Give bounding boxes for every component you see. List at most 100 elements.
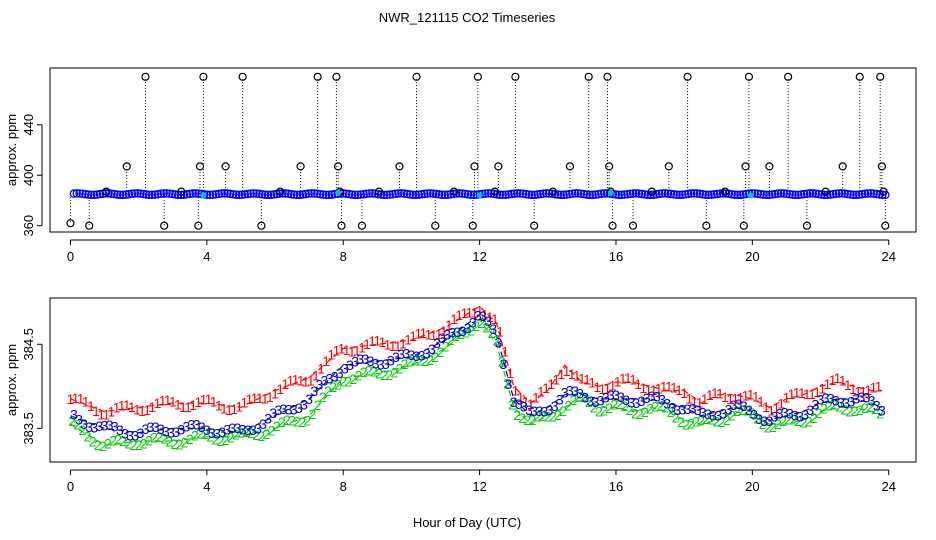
series-2-marker: 2	[431, 349, 439, 365]
baseline-point	[133, 189, 142, 198]
series-1-marker: 1	[384, 336, 392, 352]
baseline-point	[843, 189, 852, 199]
series-3-marker: 3	[121, 426, 129, 442]
baseline-point	[362, 189, 371, 198]
baseline-point	[127, 189, 137, 198]
baseline-point	[460, 189, 470, 199]
series-1-marker: 1	[685, 390, 693, 406]
baseline-point	[504, 190, 513, 199]
series-2-marker: 2	[365, 363, 373, 379]
baseline-point	[188, 189, 197, 198]
baseline-point	[692, 189, 702, 198]
baseline-point	[428, 189, 438, 198]
baseline-point	[875, 190, 884, 199]
series-2-marker: 2	[575, 388, 583, 404]
series-2-marker: 2	[304, 412, 312, 428]
series-3-marker: 3	[336, 365, 344, 381]
series-2-marker: 2	[273, 418, 281, 434]
series-1-marker: 1	[639, 380, 647, 396]
series-3-marker: 3	[812, 396, 820, 412]
series-3-marker: 3	[520, 398, 528, 414]
baseline-point	[701, 190, 710, 200]
bottom-y-tick-label: 384.5	[21, 328, 36, 361]
series-3-marker: 3	[530, 403, 538, 419]
series-3-marker: 3	[413, 348, 421, 364]
series-1-marker: 1	[281, 376, 289, 392]
baseline-point	[678, 190, 687, 200]
series-2-marker: 2	[856, 402, 864, 418]
series-1-marker: 1	[726, 391, 734, 407]
series-3-marker: 3	[305, 391, 313, 407]
series-1-marker: 1	[153, 395, 161, 411]
series-1-marker: 1	[547, 376, 555, 392]
baseline-point	[863, 189, 873, 198]
series-3-marker: 3	[873, 398, 881, 414]
series-2-marker: 2	[457, 326, 465, 342]
baseline-point	[455, 189, 464, 198]
series-2-marker: 2	[498, 353, 506, 369]
bottom-x-axis: 0 4 8 12 16 20 24	[67, 469, 896, 494]
series-1-marker: 1	[808, 386, 816, 402]
outlier-point	[468, 221, 477, 230]
baseline-point	[307, 189, 316, 198]
baseline-point	[768, 190, 777, 199]
series-2-marker: 2	[692, 414, 700, 430]
series-2-marker: 2	[462, 325, 470, 341]
series-3-marker: 3	[418, 348, 426, 364]
series-2-marker: 2	[237, 425, 245, 441]
series-3-marker: 3	[106, 417, 114, 433]
series-1-marker: 1	[256, 390, 264, 406]
baseline-point	[391, 189, 400, 199]
baseline-point	[686, 189, 696, 198]
series-2-marker: 2	[380, 367, 388, 383]
series-1-marker: 1	[609, 377, 617, 393]
outlier-point	[66, 219, 75, 228]
series-2-marker: 2	[713, 413, 721, 429]
baseline-point	[663, 189, 673, 198]
baseline-point	[321, 190, 331, 200]
series-2-marker: 2	[181, 434, 189, 450]
baseline-point	[831, 189, 841, 199]
series-3-marker: 3	[730, 397, 738, 413]
baseline-point	[156, 189, 166, 199]
baseline-point	[205, 190, 215, 200]
series-3-marker: 3	[832, 392, 840, 408]
series-3-marker: 3	[152, 419, 160, 435]
outlier-point	[683, 72, 692, 81]
series-2-marker: 2	[119, 433, 127, 449]
series-1-marker: 1	[486, 309, 494, 325]
baseline-point	[411, 190, 421, 200]
series-2-marker: 2	[350, 371, 358, 387]
baseline-point	[521, 190, 531, 199]
series-3-marker: 3	[402, 346, 410, 362]
series-1-marker: 1	[271, 386, 279, 402]
outlier-point	[855, 72, 864, 81]
series-1-marker: 1	[107, 403, 115, 419]
baseline-point	[107, 189, 116, 198]
outlier-point	[470, 162, 479, 171]
series-3-marker: 3	[408, 347, 416, 363]
series-3-marker: 3	[377, 357, 385, 373]
top-y-tick-label: 440	[21, 114, 36, 136]
series-2-marker: 2	[452, 328, 460, 344]
baseline-point	[872, 189, 881, 199]
top-plot-frame	[49, 67, 917, 233]
series-3-marker: 3	[786, 405, 794, 421]
outlier-point	[374, 187, 384, 196]
baseline-point	[765, 190, 774, 200]
series-3-marker: 3	[315, 377, 323, 393]
series-2-marker: 2	[227, 429, 235, 445]
series-1-marker: 1	[332, 343, 340, 359]
series-2-marker: 2	[784, 412, 792, 428]
baseline-point	[718, 189, 728, 198]
series-3-marker: 3	[868, 393, 876, 409]
baseline-point	[565, 189, 574, 199]
series-3-marker: 3	[827, 391, 835, 407]
series-3-marker: 3	[581, 389, 589, 405]
baseline-point	[240, 190, 250, 199]
series-1-marker: 1	[839, 373, 847, 389]
baseline-point	[437, 190, 447, 200]
baseline-point	[81, 189, 90, 199]
baseline-point	[353, 190, 363, 200]
series-1-marker: 1	[583, 371, 591, 387]
